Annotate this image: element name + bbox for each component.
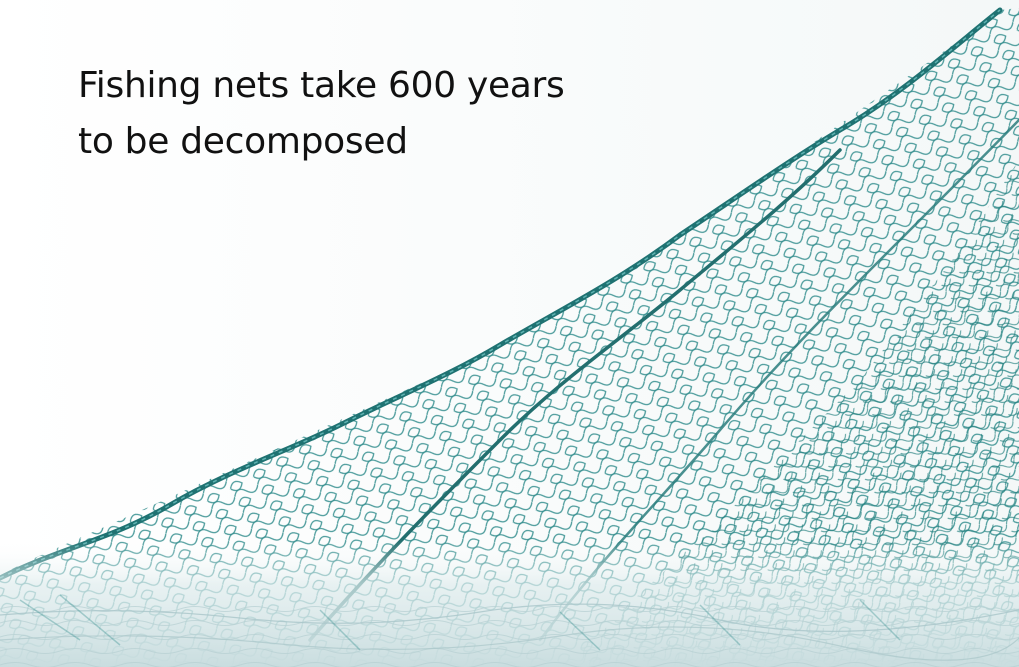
net-seam-rope (308, 148, 842, 642)
slide-title-line-2: to be decomposed (78, 121, 408, 162)
slide-title: Fishing nets take 600 years to be decomp… (78, 58, 638, 170)
net-reflection (19, 594, 901, 651)
slide-title-line-1: Fishing nets take 600 years (78, 65, 565, 106)
